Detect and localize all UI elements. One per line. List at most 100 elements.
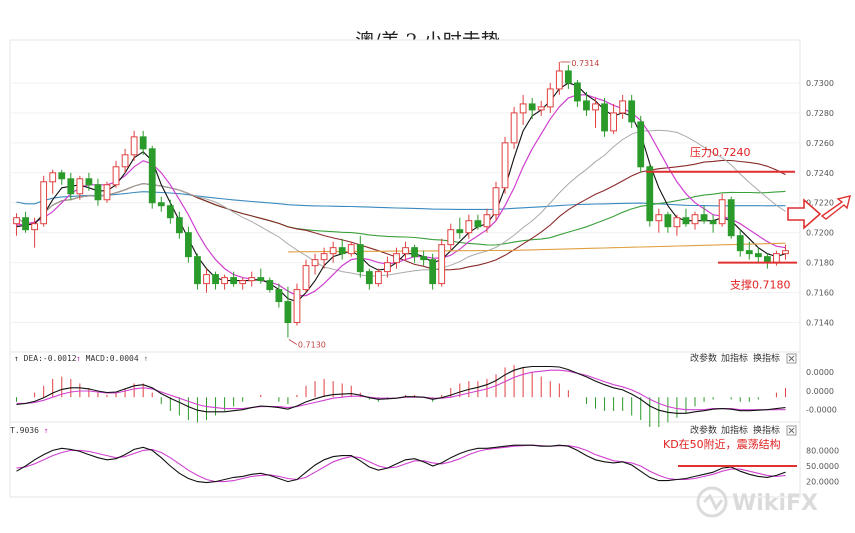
candle-body bbox=[329, 247, 337, 255]
kd-panel-frame bbox=[9, 421, 801, 498]
main-panel-frame bbox=[9, 39, 801, 353]
macd-header: ↑ DEA:-0.0012 ↑ MACD:0.0004 ↑ bbox=[14, 354, 148, 363]
macd-y-tick-label: 0.0000 bbox=[806, 368, 834, 377]
candle-body bbox=[85, 178, 93, 186]
kd-y-tick-label: 50.0000 bbox=[806, 462, 839, 471]
candle-body bbox=[22, 217, 29, 231]
candle-body bbox=[420, 256, 428, 261]
candle-body bbox=[555, 70, 563, 90]
candle-body bbox=[31, 223, 39, 231]
candle-body bbox=[275, 289, 283, 303]
candle-body bbox=[429, 259, 437, 285]
ma-orange-line bbox=[287, 242, 786, 253]
macd-label: ↑ MACD:0.0004 ↑ bbox=[76, 354, 148, 363]
watermark-text: WikiFX bbox=[732, 491, 818, 516]
kd-close-icon[interactable] bbox=[786, 425, 797, 436]
low-pointer bbox=[288, 339, 298, 345]
y-tick-label: 0.7160 bbox=[806, 289, 834, 298]
macd-y-tick-label: -0.0000 bbox=[806, 406, 837, 415]
candle-body bbox=[601, 103, 608, 132]
candle-body bbox=[646, 166, 654, 222]
candle-body bbox=[130, 136, 138, 156]
candle-body bbox=[456, 229, 464, 234]
candle-body bbox=[664, 214, 672, 228]
candle-body bbox=[49, 172, 57, 183]
candle-body bbox=[393, 253, 400, 264]
wikifx-watermark: WikiFX bbox=[696, 486, 818, 518]
candle-body bbox=[619, 100, 627, 114]
kd-header: T.9036 ↑ bbox=[10, 426, 49, 435]
kd-y-tick-labels: 80.0000 50.0000 20.0000 bbox=[806, 446, 839, 486]
candle-body bbox=[528, 103, 536, 111]
y-tick-label: 0.7240 bbox=[806, 169, 834, 178]
level-lines bbox=[646, 170, 797, 264]
candle-body bbox=[76, 178, 84, 195]
kd-k-line bbox=[16, 444, 786, 484]
candle-body bbox=[94, 184, 102, 201]
y-tick-label: 0.7200 bbox=[806, 229, 834, 238]
candle-body bbox=[610, 112, 617, 132]
candle-body bbox=[483, 214, 491, 228]
candle-body bbox=[302, 265, 310, 291]
y-tick-label: 0.7300 bbox=[806, 79, 834, 88]
kd-edit-params-button[interactable]: 改参数 bbox=[690, 424, 717, 436]
candle-body bbox=[365, 271, 373, 285]
candle-body bbox=[465, 220, 473, 234]
candle-body bbox=[402, 247, 409, 255]
kd-switch-indicator-button[interactable]: 换指标 bbox=[753, 424, 780, 436]
candle-body bbox=[121, 154, 129, 168]
candle-body bbox=[185, 232, 192, 258]
candle-body bbox=[736, 235, 744, 252]
candle-body bbox=[112, 166, 120, 186]
candle-body bbox=[637, 121, 645, 168]
candle-body bbox=[700, 214, 708, 222]
candle-body bbox=[194, 256, 201, 285]
candle-body bbox=[212, 274, 219, 285]
dea-label: ↑ DEA:-0.0012 bbox=[14, 354, 77, 363]
candle-body bbox=[257, 277, 265, 282]
ma-magenta-line bbox=[16, 94, 786, 297]
arrow-right-icon bbox=[787, 195, 851, 230]
y-tick-label: 0.7140 bbox=[806, 319, 834, 328]
ma-gray-line bbox=[16, 129, 786, 277]
low-label: 0.7130 bbox=[298, 341, 326, 350]
kd-add-indicator-button[interactable]: 加指标 bbox=[721, 424, 748, 436]
candle-body bbox=[67, 178, 75, 195]
candle-body bbox=[58, 172, 66, 180]
candle-body bbox=[655, 214, 663, 222]
candle-body bbox=[157, 202, 165, 207]
candle-body bbox=[628, 100, 636, 123]
macd-close-icon[interactable] bbox=[786, 353, 797, 364]
candle-body bbox=[248, 277, 256, 282]
moving-average-lines bbox=[16, 82, 786, 303]
candle-body bbox=[682, 217, 690, 225]
y-tick-label: 0.7220 bbox=[806, 199, 834, 208]
dif-line bbox=[16, 365, 786, 414]
candle-body bbox=[718, 199, 726, 225]
candle-body bbox=[754, 253, 762, 258]
candle-body bbox=[492, 187, 500, 216]
candle-body bbox=[221, 277, 228, 285]
candle-body bbox=[510, 112, 518, 144]
candle-body bbox=[537, 106, 545, 111]
candle-body bbox=[727, 199, 735, 237]
candle-body bbox=[239, 280, 247, 285]
high-label: 0.7314 bbox=[571, 59, 599, 68]
kd-y-tick-label: 80.0000 bbox=[806, 446, 839, 455]
macd-switch-indicator-button[interactable]: 换指标 bbox=[753, 352, 780, 364]
candle-body bbox=[103, 184, 111, 201]
candle-body bbox=[745, 250, 753, 255]
macd-add-indicator-button[interactable]: 加指标 bbox=[721, 352, 748, 364]
candle-body bbox=[13, 217, 20, 225]
candle-body bbox=[338, 247, 346, 255]
candle-body bbox=[592, 103, 599, 111]
candle-body bbox=[574, 82, 581, 102]
macd-edit-params-button[interactable]: 改参数 bbox=[690, 352, 717, 364]
y-tick-label: 0.7260 bbox=[806, 139, 834, 148]
candle-body bbox=[347, 244, 355, 255]
candle-body bbox=[474, 220, 482, 228]
candle-body bbox=[564, 70, 572, 84]
candle-body bbox=[40, 181, 48, 225]
candle-body bbox=[148, 148, 156, 204]
